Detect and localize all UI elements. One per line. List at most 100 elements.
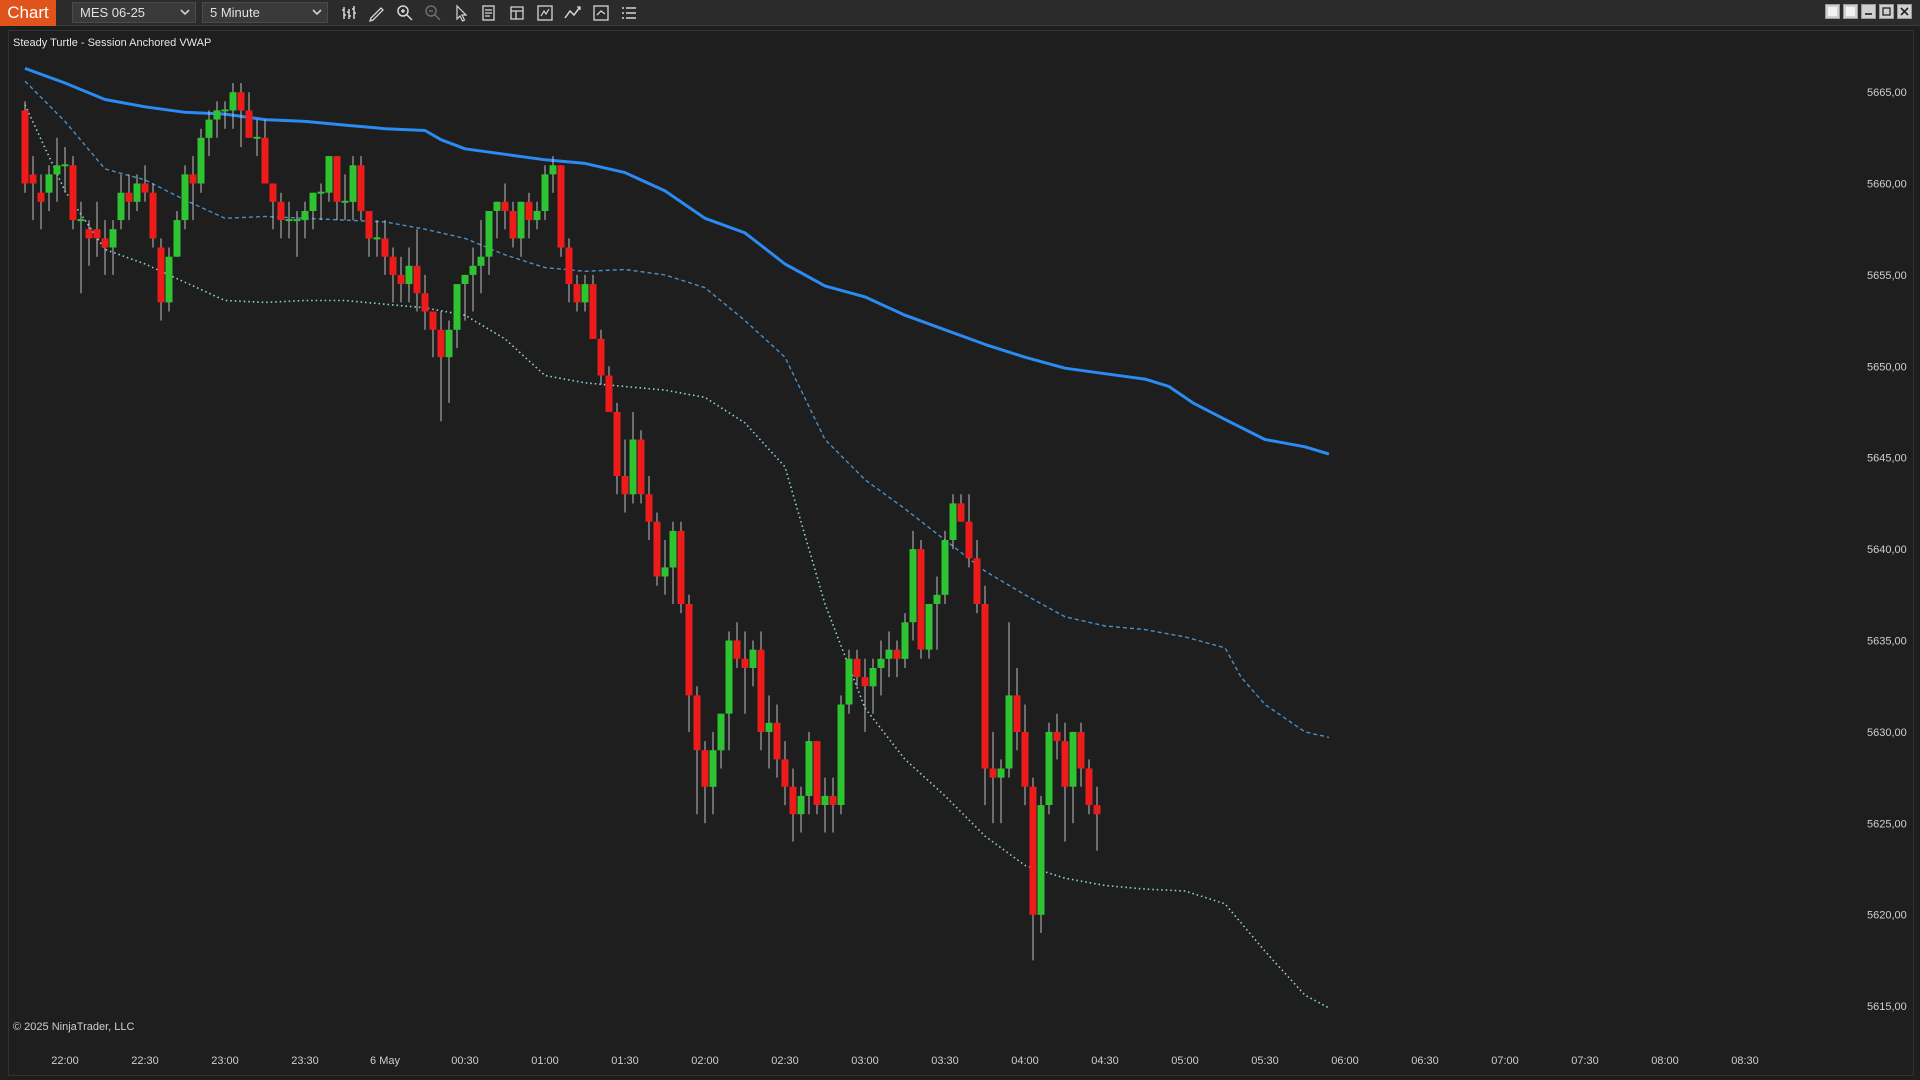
vwap-band-layer [24, 66, 1330, 1009]
candle-down [733, 640, 741, 659]
candle-down [1077, 731, 1085, 769]
zoom-in-icon[interactable] [394, 3, 416, 23]
candle-up [941, 540, 949, 595]
candle-up [549, 165, 557, 175]
time-tick-label: 08:00 [1651, 1055, 1679, 1067]
price-tick-label: 5625,00 [1867, 818, 1907, 830]
bar-style-icon[interactable] [338, 3, 360, 23]
candle-down [605, 375, 613, 413]
indicators-icon[interactable] [562, 3, 584, 23]
candle-up [173, 220, 181, 257]
candle-up [1005, 695, 1013, 769]
properties-icon[interactable] [506, 3, 528, 23]
candle-down [893, 649, 901, 659]
interval-selector[interactable]: 5 Minute [202, 2, 328, 23]
candle-down [557, 165, 565, 248]
candle-up [109, 229, 117, 248]
candle-up [709, 750, 717, 787]
candle-up [1069, 731, 1077, 787]
indicator-label: Steady Turtle - Session Anchored VWAP [13, 37, 212, 49]
candle-down [989, 768, 997, 778]
candle-down [29, 174, 37, 184]
pencil-draw-icon[interactable] [366, 3, 388, 23]
candle-up [797, 795, 805, 815]
candle-down [701, 750, 709, 787]
candle-down [773, 722, 781, 760]
candle-up [301, 211, 309, 221]
candle-down [829, 795, 837, 805]
candle-down [789, 786, 797, 815]
price-tick-label: 5615,00 [1867, 1001, 1907, 1013]
candle-down [853, 658, 861, 678]
candle-up [725, 640, 733, 714]
candle-down [381, 238, 389, 257]
candle-up [1045, 731, 1053, 805]
candle-up [541, 174, 549, 211]
candle-down [741, 658, 749, 668]
candle-down [269, 183, 277, 202]
time-tick-label: 01:30 [611, 1055, 639, 1067]
candle-up [877, 658, 885, 668]
candle-body-layer [21, 92, 1101, 915]
candle-down [101, 238, 109, 248]
candle-down [1093, 805, 1101, 815]
candle-up [117, 192, 125, 221]
templates-icon[interactable] [534, 3, 556, 23]
time-tick-label: 01:00 [531, 1055, 559, 1067]
minimize-icon[interactable] [1861, 4, 1876, 19]
time-tick-label: 23:30 [291, 1055, 319, 1067]
price-tick-label: 5660,00 [1867, 179, 1907, 191]
price-axis[interactable]: 5665,00 5660,00 5655,00 5650,00 5645,00 5640,… [1867, 87, 1907, 1013]
candle-up [229, 92, 237, 111]
maximize-icon[interactable] [1879, 4, 1894, 19]
time-axis[interactable]: 22:00 22:30 23:00 23:30 6 May 00:30 01:00 01:30… [51, 1055, 1759, 1067]
pointer-cursor-icon[interactable] [450, 3, 472, 23]
candle-up [581, 284, 589, 303]
candle-up [477, 256, 485, 266]
candle-up [765, 722, 773, 732]
price-tick-label: 5635,00 [1867, 636, 1907, 648]
candle-down [245, 110, 253, 138]
candle-up [253, 136, 261, 139]
candle-down [333, 156, 341, 202]
candle-down [677, 530, 685, 604]
candle-down [525, 201, 533, 221]
strategies-icon[interactable] [590, 3, 612, 23]
time-tick-label: 07:00 [1491, 1055, 1519, 1067]
tile-icon[interactable] [1825, 4, 1840, 19]
zoom-out-icon[interactable] [422, 3, 444, 23]
time-tick-label: 06:00 [1331, 1055, 1359, 1067]
series-line-session-anchored-vwap [24, 66, 1330, 456]
candle-down [1029, 786, 1037, 915]
layout-icon[interactable] [1843, 4, 1858, 19]
candle-up [373, 237, 381, 240]
time-tick-label: 05:00 [1171, 1055, 1199, 1067]
candle-down [149, 192, 157, 239]
candle-down [613, 412, 621, 476]
candle-up [61, 164, 69, 167]
list-menu-icon[interactable] [618, 3, 640, 23]
candle-down [573, 284, 581, 303]
candle-down [125, 192, 133, 202]
data-box-icon[interactable] [478, 3, 500, 23]
candle-down [981, 604, 989, 769]
candle-down [1053, 731, 1061, 741]
candle-up [197, 137, 205, 184]
chart-tab[interactable]: Chart [0, 0, 56, 26]
candle-down [69, 165, 77, 221]
chart-toolbar: Chart MES 06-25 5 Minute [0, 0, 1920, 26]
candle-up [445, 329, 453, 358]
copyright-notice: © 2025 NinjaTrader, LLC [13, 1021, 135, 1033]
instrument-selector[interactable]: MES 06-25 [72, 2, 196, 23]
price-tick-label: 5630,00 [1867, 727, 1907, 739]
candle-up [181, 174, 189, 221]
candle-down [421, 293, 429, 312]
close-icon[interactable] [1897, 4, 1912, 19]
candle-down [261, 137, 269, 184]
candle-up [661, 567, 669, 577]
candle-up [669, 530, 677, 568]
candle-up [949, 503, 957, 540]
candle-up [837, 704, 845, 805]
